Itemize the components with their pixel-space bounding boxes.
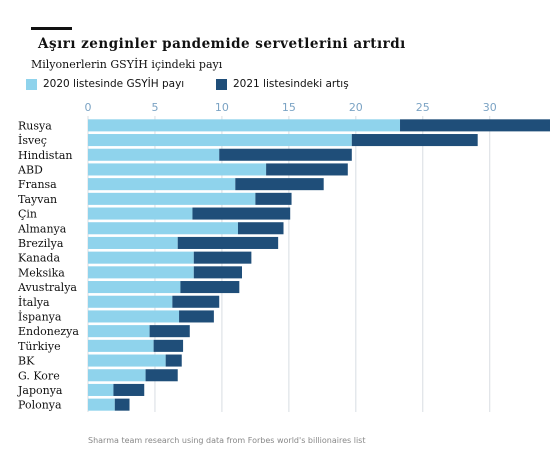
bar-2021-increase	[266, 163, 348, 176]
bar-2021-increase	[179, 310, 214, 323]
category-label: Almanya	[17, 222, 67, 235]
category-label: Türkiye	[18, 340, 61, 353]
bar-2020-share	[88, 134, 352, 147]
bar-2021-increase	[145, 369, 178, 382]
bar-2020-share	[88, 222, 238, 235]
source-caption: Sharma team research using data from For…	[88, 436, 366, 445]
legend-label-2020: 2020 listesinde GSYİH payı	[43, 78, 185, 90]
category-label: ABD	[17, 163, 43, 176]
x-tick-label: 25	[416, 101, 430, 114]
x-tick-label: 5	[151, 101, 158, 114]
bar-2021-increase	[237, 222, 284, 235]
category-label: Tayvan	[18, 193, 57, 206]
bar-2020-share	[88, 339, 154, 352]
bar-2021-increase	[165, 354, 182, 367]
bar-2020-share	[88, 148, 220, 161]
bar-2021-increase	[172, 295, 220, 308]
bar-2021-increase	[149, 325, 190, 338]
bar-2021-increase	[193, 251, 252, 264]
bar-2021-increase	[113, 383, 145, 396]
bar-2021-increase	[177, 236, 279, 249]
x-tick-label: 30	[483, 101, 497, 114]
bar-2020-share	[88, 369, 146, 382]
category-label: Avustralya	[17, 281, 77, 294]
bar-2020-share	[88, 281, 181, 294]
bar-2021-increase	[192, 207, 291, 220]
bar-2021-increase	[153, 339, 184, 352]
category-label: İtalya	[18, 295, 50, 309]
bar-2020-share	[88, 295, 173, 308]
bar-2021-increase	[219, 148, 352, 161]
category-label: Çin	[18, 208, 37, 221]
category-label: Fransa	[18, 178, 57, 191]
bar-2020-share	[88, 163, 267, 176]
category-label: G. Kore	[18, 369, 60, 382]
bar-2021-increase	[114, 398, 130, 411]
category-label: İspanya	[18, 309, 62, 323]
bar-2021-increase	[255, 192, 292, 205]
bar-2020-share	[88, 178, 236, 191]
category-label: İsveç	[18, 133, 47, 147]
bar-2020-share	[88, 119, 401, 132]
category-label: Endonezya	[18, 325, 79, 338]
bar-2020-share	[88, 398, 115, 411]
legend-label-2021: 2021 listesindeki artış	[233, 78, 349, 90]
legend-item-2020: 2020 listesinde GSYİH payı	[26, 78, 184, 90]
bar-2021-increase	[193, 266, 242, 279]
bar-2020-share	[88, 310, 180, 323]
legend-swatch-2020	[26, 78, 37, 90]
legend-item-2021: 2021 listesindeki artış	[216, 78, 349, 90]
bar-2020-share	[88, 207, 193, 220]
bar-2021-increase	[180, 281, 240, 294]
category-label: Brezilya	[18, 237, 64, 250]
x-tick-label: 10	[215, 101, 229, 114]
x-tick-label: 0	[85, 101, 92, 114]
bar-2021-increase	[400, 119, 550, 132]
bar-2020-share	[88, 325, 150, 338]
chart-title: Aşırı zenginler pandemide servetlerini a…	[38, 36, 406, 52]
legend-swatch-2021	[216, 78, 227, 90]
bar-2021-increase	[235, 178, 324, 191]
category-label: Meksika	[18, 266, 65, 279]
title-rule	[31, 27, 72, 30]
category-label: Kanada	[18, 252, 60, 265]
bar-2020-share	[88, 383, 114, 396]
category-label: Japonya	[17, 384, 63, 397]
x-tick-label: 20	[349, 101, 363, 114]
bar-2020-share	[88, 266, 194, 279]
bar-2020-share	[88, 192, 256, 205]
x-tick-label: 15	[282, 101, 296, 114]
category-label: BK	[18, 355, 35, 368]
category-label: Rusya	[18, 119, 52, 132]
bar-2020-share	[88, 251, 194, 264]
category-label: Polonya	[18, 399, 62, 412]
category-label: Hindistan	[18, 149, 72, 162]
chart-subtitle: Milyonerlerin GSYİH içindeki payı	[31, 58, 223, 71]
bar-2020-share	[88, 236, 178, 249]
bar-2020-share	[88, 354, 166, 367]
bar-2021-increase	[351, 134, 478, 147]
